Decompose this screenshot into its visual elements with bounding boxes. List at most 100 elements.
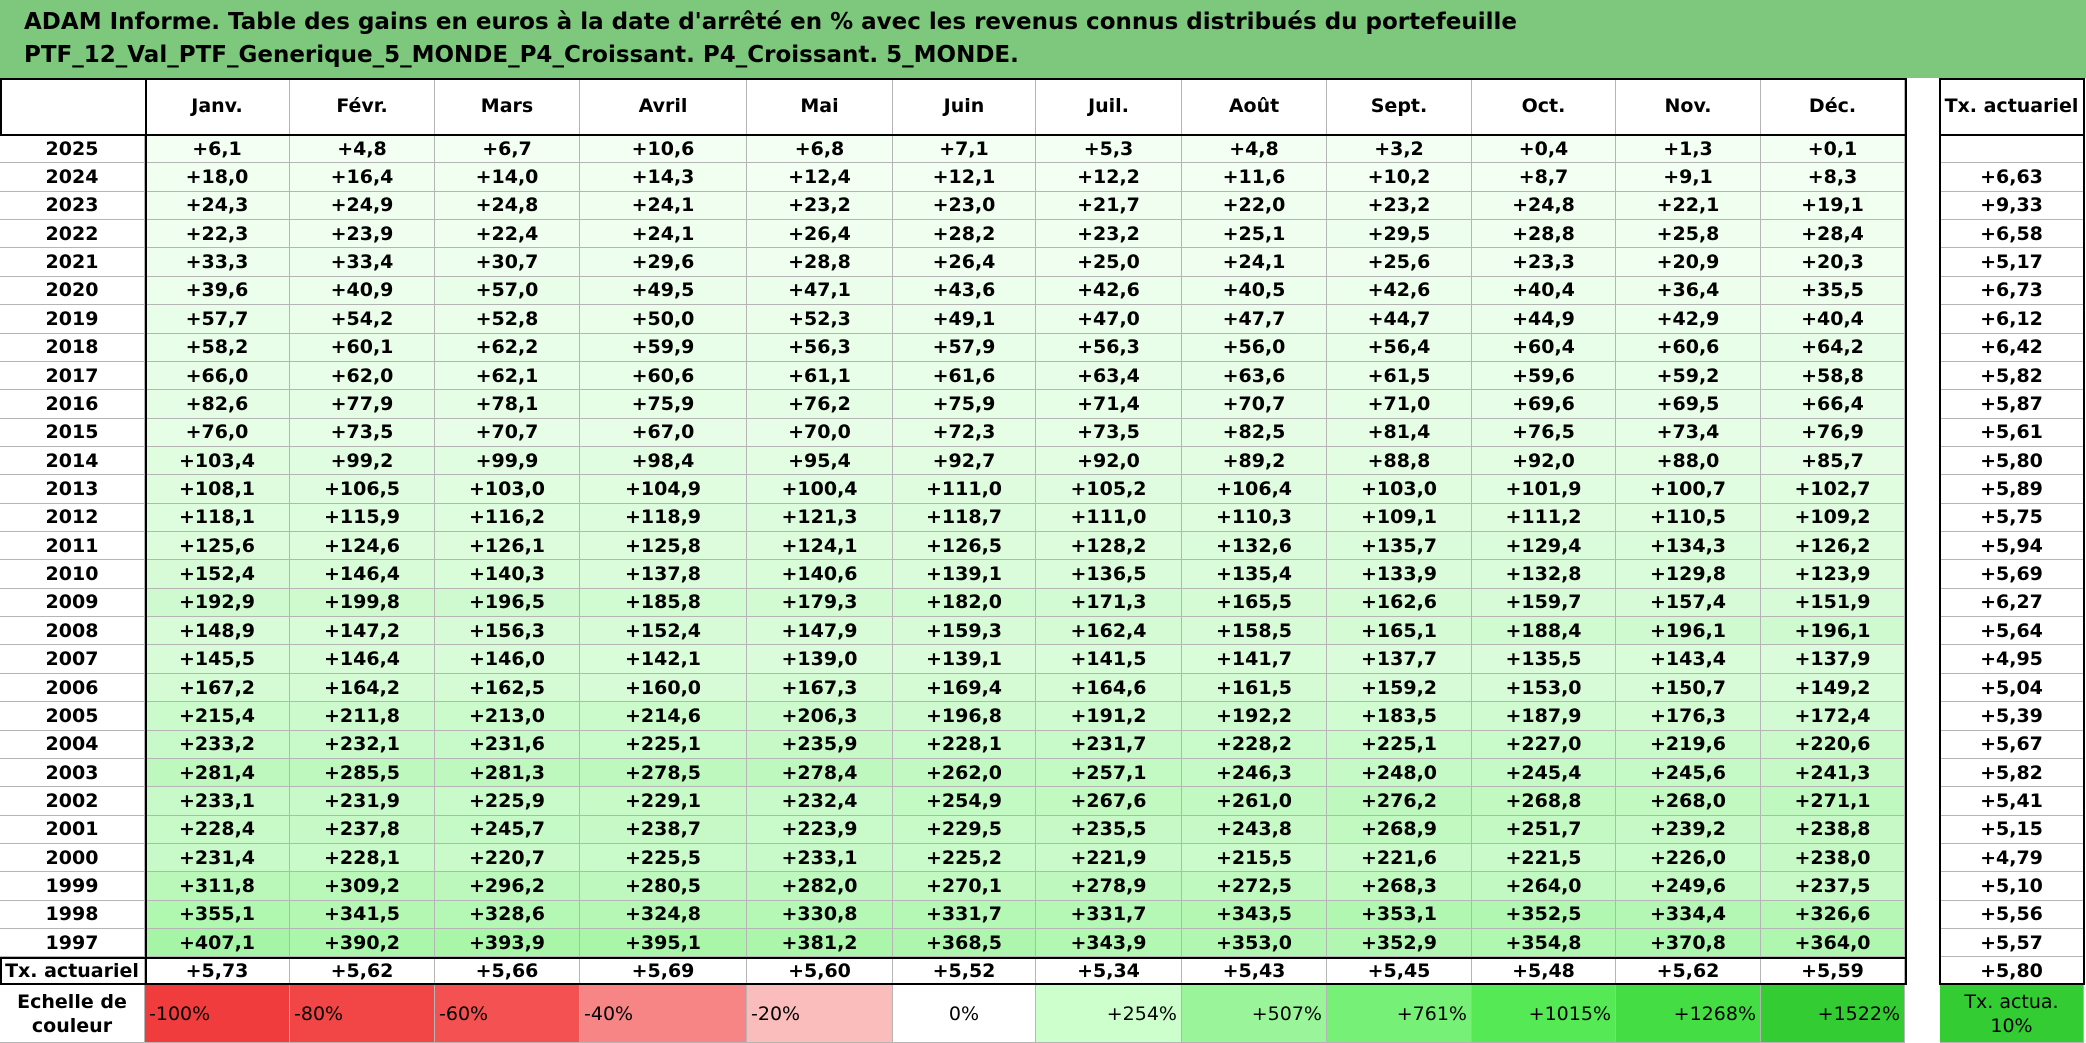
row-label: 1999 [0,872,145,901]
footer-cell: +5,62 [290,957,435,986]
value-cell: +352,5 [1472,900,1616,930]
row-label: 2014 [0,446,145,476]
value-cell: +135,7 [1327,532,1472,561]
value-cell: +238,7 [580,815,747,844]
rate-cell: +5,64 [1940,617,2084,646]
value-cell: +271,1 [1761,787,1905,816]
value-cell: +241,3 [1761,758,1905,788]
value-cell: +281,3 [435,758,580,788]
value-cell: +24,1 [580,220,747,249]
value-cell: +28,8 [1472,220,1616,249]
value-cell: +63,6 [1182,361,1327,391]
value-cell: +44,9 [1472,305,1616,334]
value-cell: +213,0 [435,702,580,731]
value-cell: +245,6 [1616,758,1761,788]
value-cell: +231,6 [435,730,580,759]
value-cell: +69,6 [1472,390,1616,419]
value-cell: +12,1 [893,163,1036,192]
value-cell: +89,2 [1182,446,1327,476]
value-cell: +52,8 [435,305,580,334]
value-cell: +239,2 [1616,815,1761,844]
value-cell: +3,2 [1327,135,1472,164]
rate-cell: +5,82 [1940,758,2084,788]
value-cell: +108,1 [145,475,290,504]
value-cell: +29,6 [580,248,747,277]
value-cell: +231,9 [290,787,435,816]
row-label: 1998 [0,900,145,930]
value-cell: +61,1 [747,361,893,391]
value-cell: +64,2 [1761,333,1905,362]
value-cell: +73,4 [1616,418,1761,447]
value-cell: +225,1 [1327,730,1472,759]
value-cell: +334,4 [1616,900,1761,930]
value-cell: +137,8 [580,560,747,589]
value-cell: +147,2 [290,617,435,646]
value-cell: +111,2 [1472,503,1616,533]
value-cell: +268,8 [1472,787,1616,816]
value-cell: +126,2 [1761,532,1905,561]
value-cell: +56,3 [747,333,893,362]
value-cell: +192,2 [1182,702,1327,731]
value-cell: +407,1 [145,929,290,958]
footer-cell: +5,73 [145,957,290,986]
rate-cell: +5,04 [1940,673,2084,703]
value-cell: +70,0 [747,418,893,447]
value-cell: +268,0 [1616,787,1761,816]
value-cell: +33,4 [290,248,435,277]
value-cell: +73,5 [290,418,435,447]
rate-cell [1940,135,2084,164]
value-cell: +14,3 [580,163,747,192]
value-cell: +221,5 [1472,844,1616,873]
value-cell: +136,5 [1036,560,1182,589]
value-cell: +42,6 [1327,276,1472,306]
value-cell: +162,6 [1327,588,1472,618]
value-cell: +16,4 [290,163,435,192]
value-cell: +54,2 [290,305,435,334]
value-cell: +229,1 [580,787,747,816]
value-cell: +139,1 [893,645,1036,674]
value-cell: +215,5 [1182,844,1327,873]
row-label: 2017 [0,361,145,391]
row-label: 2007 [0,645,145,674]
value-cell: +118,9 [580,503,747,533]
value-cell: +61,6 [893,361,1036,391]
value-cell: +145,5 [145,645,290,674]
rate-cell: +5,61 [1940,418,2084,447]
value-cell: +355,1 [145,900,290,930]
value-cell: +129,8 [1616,560,1761,589]
value-cell: +331,7 [1036,900,1182,930]
value-cell: +103,0 [435,475,580,504]
value-cell: +92,7 [893,446,1036,476]
value-cell: +160,0 [580,673,747,703]
value-cell: +237,8 [290,815,435,844]
rate-cell: +6,12 [1940,305,2084,334]
value-cell: +199,8 [290,588,435,618]
value-cell: +106,4 [1182,475,1327,504]
value-cell: +76,0 [145,418,290,447]
value-cell: +20,9 [1616,248,1761,277]
value-cell: +25,1 [1182,220,1327,249]
value-cell: +225,9 [435,787,580,816]
value-cell: +133,9 [1327,560,1472,589]
value-cell: +67,0 [580,418,747,447]
value-cell: +85,7 [1761,446,1905,476]
value-cell: +24,1 [1182,248,1327,277]
value-cell: +63,4 [1036,361,1182,391]
value-cell: +95,4 [747,446,893,476]
value-cell: +111,0 [1036,503,1182,533]
rate-cell: +6,63 [1940,163,2084,192]
value-cell: +135,4 [1182,560,1327,589]
value-cell: +24,3 [145,191,290,221]
value-cell: +268,3 [1327,872,1472,901]
value-cell: +220,6 [1761,730,1905,759]
value-cell: +390,2 [290,929,435,958]
value-cell: +12,2 [1036,163,1182,192]
row-label: 2025 [0,135,145,164]
column-header: Nov. [1616,78,1761,135]
value-cell: +149,2 [1761,673,1905,703]
value-cell: +40,4 [1761,305,1905,334]
value-cell: +22,0 [1182,191,1327,221]
scale-rate: Tx. actua. 10% [1940,985,2084,1043]
value-cell: +88,8 [1327,446,1472,476]
value-cell: +25,6 [1327,248,1472,277]
